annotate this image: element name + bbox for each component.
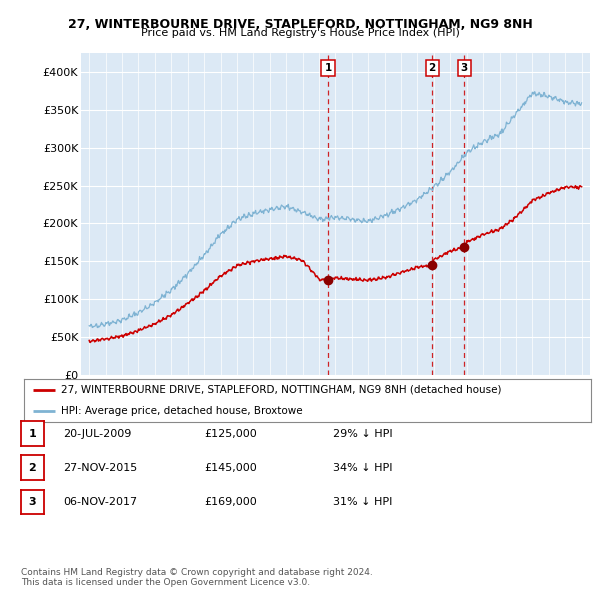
Text: 31% ↓ HPI: 31% ↓ HPI [333, 497, 392, 507]
Text: £125,000: £125,000 [204, 429, 257, 438]
Text: 27, WINTERBOURNE DRIVE, STAPLEFORD, NOTTINGHAM, NG9 8NH (detached house): 27, WINTERBOURNE DRIVE, STAPLEFORD, NOTT… [61, 385, 502, 395]
Text: 20-JUL-2009: 20-JUL-2009 [63, 429, 131, 438]
Text: 34% ↓ HPI: 34% ↓ HPI [333, 463, 392, 473]
Text: 2: 2 [29, 463, 36, 473]
Text: 3: 3 [29, 497, 36, 507]
Text: 1: 1 [29, 429, 36, 438]
Text: 3: 3 [461, 63, 468, 73]
Text: 06-NOV-2017: 06-NOV-2017 [63, 497, 137, 507]
Text: £169,000: £169,000 [204, 497, 257, 507]
Text: 2: 2 [428, 63, 436, 73]
Text: 29% ↓ HPI: 29% ↓ HPI [333, 429, 392, 438]
Text: £145,000: £145,000 [204, 463, 257, 473]
Text: 1: 1 [325, 63, 332, 73]
Text: Price paid vs. HM Land Registry's House Price Index (HPI): Price paid vs. HM Land Registry's House … [140, 28, 460, 38]
Text: Contains HM Land Registry data © Crown copyright and database right 2024.
This d: Contains HM Land Registry data © Crown c… [21, 568, 373, 587]
Text: HPI: Average price, detached house, Broxtowe: HPI: Average price, detached house, Brox… [61, 407, 302, 416]
Text: 27, WINTERBOURNE DRIVE, STAPLEFORD, NOTTINGHAM, NG9 8NH: 27, WINTERBOURNE DRIVE, STAPLEFORD, NOTT… [68, 18, 532, 31]
Text: 27-NOV-2015: 27-NOV-2015 [63, 463, 137, 473]
